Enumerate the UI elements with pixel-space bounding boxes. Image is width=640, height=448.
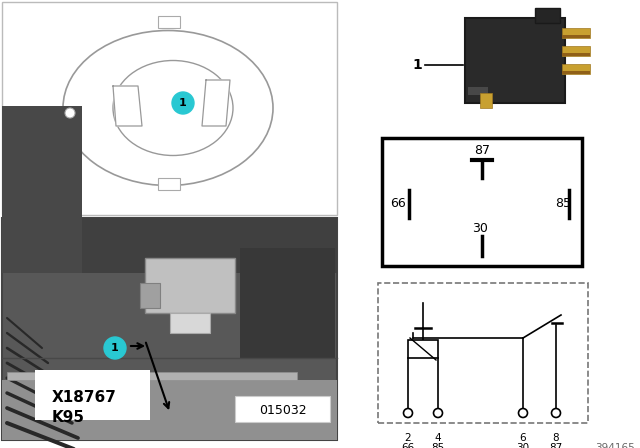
Text: 1: 1 (412, 58, 422, 72)
Bar (2, 218, 337, 440)
Bar (562, 46, 590, 56)
Text: 6: 6 (520, 433, 526, 443)
Bar (382, 138, 582, 266)
Bar (2, 380, 337, 440)
Ellipse shape (63, 30, 273, 185)
Text: 1: 1 (179, 98, 187, 108)
Text: X18767: X18767 (52, 390, 117, 405)
Bar (158, 178, 180, 190)
Bar (2, 2, 337, 215)
Polygon shape (113, 86, 142, 126)
Text: 8: 8 (553, 433, 559, 443)
Bar (35, 370, 150, 420)
Text: K95: K95 (52, 410, 85, 425)
Text: 85: 85 (431, 443, 445, 448)
Text: 015032: 015032 (259, 404, 307, 417)
Circle shape (433, 409, 442, 418)
Bar (562, 35, 590, 38)
Bar (468, 87, 488, 95)
Circle shape (403, 409, 413, 418)
Bar (535, 8, 560, 23)
Bar (562, 28, 590, 38)
Polygon shape (202, 80, 230, 126)
Bar (562, 71, 590, 74)
Bar (158, 16, 180, 28)
Bar (408, 340, 438, 358)
Text: 87: 87 (549, 443, 563, 448)
Circle shape (65, 108, 75, 118)
Text: 85: 85 (555, 197, 571, 210)
Bar (562, 53, 590, 56)
Text: 30: 30 (472, 221, 488, 234)
Circle shape (552, 409, 561, 418)
Text: 2: 2 (404, 433, 412, 443)
Bar (2, 106, 82, 273)
Text: 87: 87 (474, 143, 490, 156)
Bar (465, 18, 565, 103)
Circle shape (518, 409, 527, 418)
Text: 30: 30 (516, 443, 529, 448)
Text: 1: 1 (111, 343, 119, 353)
Bar (145, 258, 235, 313)
Bar (140, 283, 160, 308)
Bar (7, 372, 297, 380)
Circle shape (172, 92, 194, 114)
Text: 66: 66 (390, 197, 406, 210)
Bar (170, 313, 210, 333)
Bar (235, 396, 330, 422)
Text: 394165: 394165 (595, 443, 635, 448)
Text: 4: 4 (435, 433, 442, 443)
Bar (240, 248, 335, 358)
Bar (2, 218, 337, 273)
Text: 66: 66 (401, 443, 415, 448)
Ellipse shape (113, 60, 233, 155)
Circle shape (104, 337, 126, 359)
Bar (378, 283, 588, 423)
Bar (562, 64, 590, 74)
Bar (480, 93, 492, 108)
